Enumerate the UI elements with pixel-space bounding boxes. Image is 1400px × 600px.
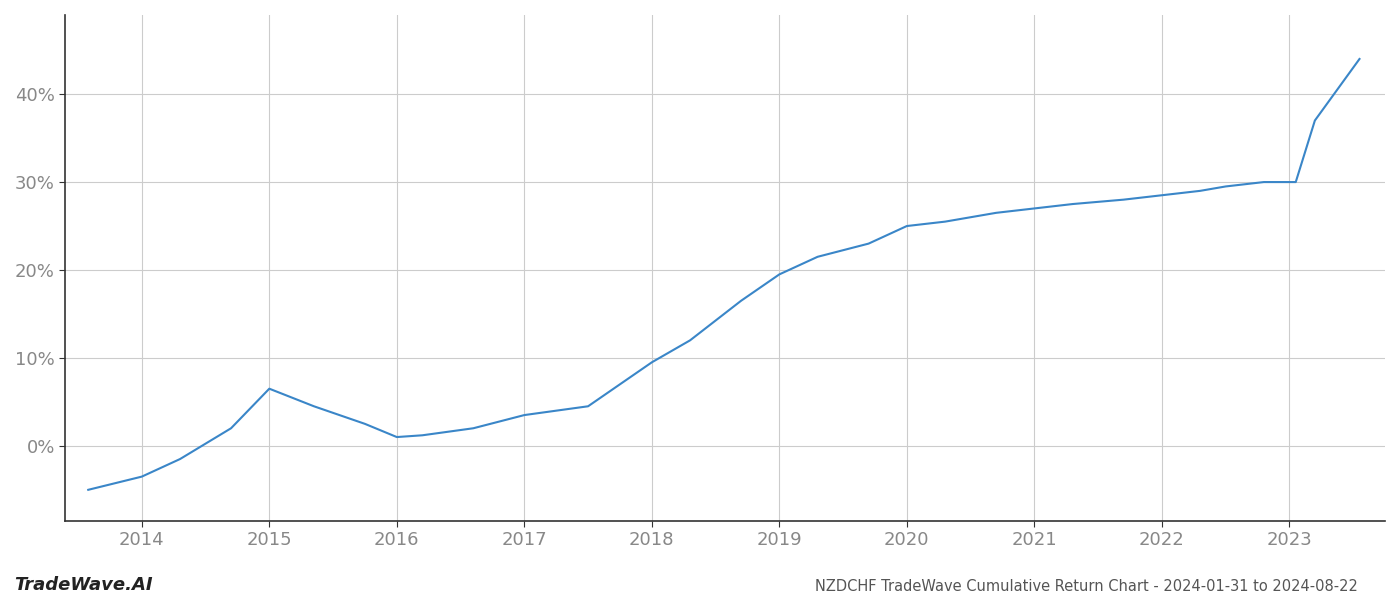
Text: NZDCHF TradeWave Cumulative Return Chart - 2024-01-31 to 2024-08-22: NZDCHF TradeWave Cumulative Return Chart…	[815, 579, 1358, 594]
Text: TradeWave.AI: TradeWave.AI	[14, 576, 153, 594]
